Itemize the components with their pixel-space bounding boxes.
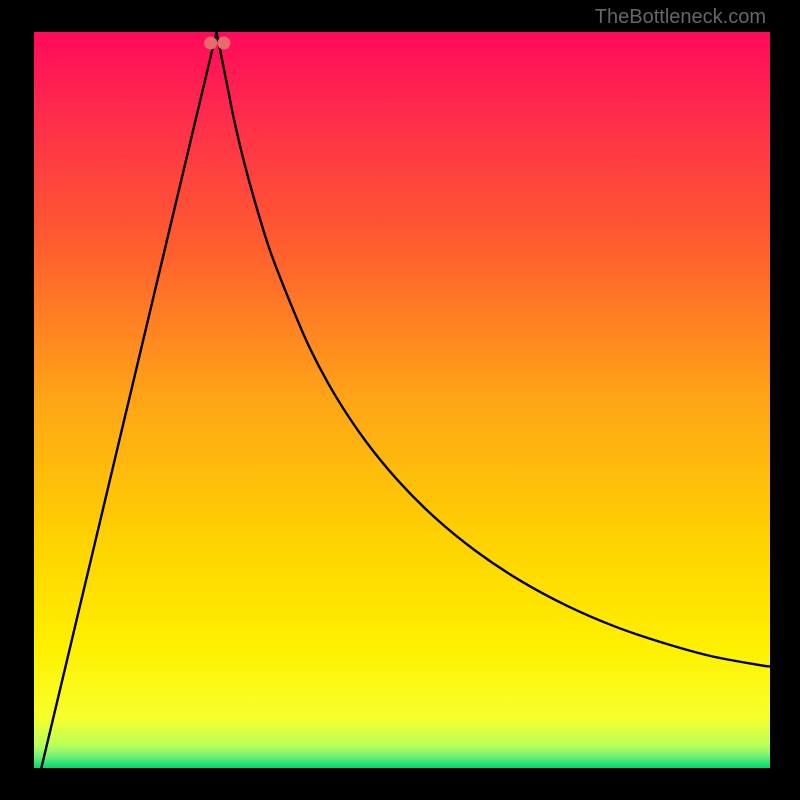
trough-marker: [217, 37, 230, 50]
bottleneck-curve: [41, 32, 770, 768]
figure-root: TheBottleneck.com: [0, 0, 800, 800]
attribution-label: TheBottleneck.com: [595, 6, 766, 29]
curve-layer: [34, 32, 770, 768]
trough-marker: [204, 37, 217, 50]
